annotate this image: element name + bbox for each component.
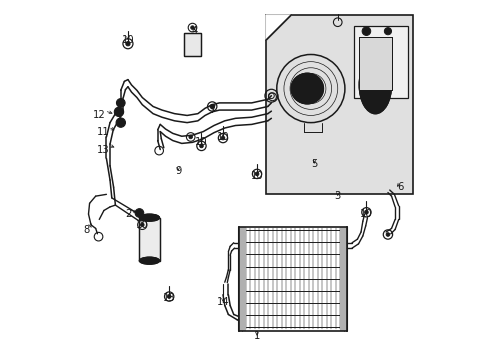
Bar: [353, 26, 407, 98]
Text: 13: 13: [163, 293, 175, 303]
Bar: [139, 218, 159, 261]
Circle shape: [199, 144, 203, 148]
Circle shape: [140, 223, 144, 226]
Circle shape: [119, 101, 122, 105]
Text: 8: 8: [83, 225, 90, 235]
Text: 12: 12: [93, 111, 105, 121]
Bar: [239, 226, 245, 330]
Bar: [183, 33, 201, 56]
Circle shape: [114, 107, 123, 117]
Circle shape: [306, 85, 314, 92]
Circle shape: [221, 136, 224, 140]
Bar: [239, 226, 346, 330]
Circle shape: [386, 233, 389, 236]
Ellipse shape: [139, 214, 159, 221]
Bar: [139, 218, 159, 261]
Circle shape: [188, 135, 192, 139]
Text: 14: 14: [216, 297, 229, 307]
Text: 6: 6: [396, 182, 403, 192]
Bar: [359, 37, 391, 90]
Circle shape: [210, 104, 214, 109]
Bar: [340, 226, 346, 330]
Bar: [265, 15, 412, 194]
Polygon shape: [265, 15, 290, 40]
Circle shape: [167, 295, 171, 298]
Text: 4: 4: [191, 26, 197, 36]
Circle shape: [190, 26, 194, 30]
Bar: [359, 37, 391, 90]
Circle shape: [125, 41, 130, 46]
Text: 10: 10: [136, 220, 148, 230]
Circle shape: [116, 118, 125, 127]
Ellipse shape: [359, 56, 391, 114]
Text: 1: 1: [253, 331, 260, 341]
Circle shape: [384, 28, 391, 35]
Ellipse shape: [290, 73, 323, 104]
Text: 9: 9: [175, 166, 181, 176]
Ellipse shape: [139, 257, 159, 264]
Text: 10: 10: [359, 209, 372, 219]
Text: 2: 2: [124, 209, 131, 219]
Text: 10: 10: [122, 35, 134, 45]
Bar: [183, 33, 201, 56]
Text: 5: 5: [310, 159, 317, 169]
Circle shape: [364, 211, 367, 214]
Circle shape: [135, 209, 143, 217]
Circle shape: [362, 27, 370, 36]
Text: 10: 10: [195, 138, 207, 147]
Text: 11: 11: [96, 127, 109, 136]
Text: 10: 10: [216, 132, 229, 142]
Text: 13: 13: [96, 144, 109, 154]
Text: 3: 3: [334, 191, 340, 201]
Circle shape: [116, 99, 125, 107]
Text: 7: 7: [208, 105, 215, 115]
Text: 10: 10: [250, 171, 263, 181]
Circle shape: [255, 172, 258, 176]
